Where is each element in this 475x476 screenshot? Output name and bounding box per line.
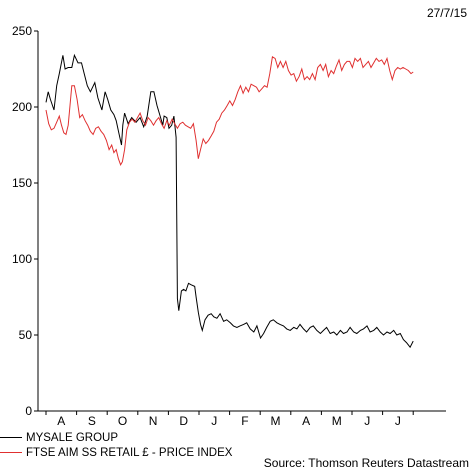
y-tick-label: 50 <box>19 328 33 342</box>
x-tick-label: D <box>179 414 188 428</box>
x-tick-label: N <box>149 414 158 428</box>
x-tick-label: S <box>88 414 96 428</box>
legend-label-mysale: MYSALE GROUP <box>26 431 119 444</box>
legend-swatch-ftse <box>0 452 22 453</box>
legend-item-mysale: MYSALE GROUP <box>0 430 232 445</box>
source-label: Source: Thomson Reuters Datastream <box>263 456 469 470</box>
x-tick-label: J <box>211 414 217 428</box>
y-tick-label: 0 <box>25 404 32 418</box>
series-lines <box>45 53 414 349</box>
x-tick-label: O <box>118 414 127 428</box>
series-line-1 <box>45 55 414 166</box>
x-tick-label: A <box>302 414 310 428</box>
legend-swatch-mysale <box>0 437 22 438</box>
series-line-0 <box>45 53 414 349</box>
x-tick-label: J <box>395 414 401 428</box>
y-tick-label: 200 <box>12 100 32 114</box>
x-tick-label: M <box>271 414 281 428</box>
y-axis-ticks: 0 50 100 150 200 250 <box>12 24 38 418</box>
x-tick-label: M <box>332 414 342 428</box>
x-tick-label: F <box>241 414 248 428</box>
legend: MYSALE GROUP FTSE AIM SS RETAIL £ - PRIC… <box>0 430 232 460</box>
chart-axes <box>37 31 446 412</box>
legend-label-ftse: FTSE AIM SS RETAIL £ - PRICE INDEX <box>26 446 233 459</box>
legend-item-ftse: FTSE AIM SS RETAIL £ - PRICE INDEX <box>0 445 232 460</box>
x-tick-label: J <box>364 414 370 428</box>
date-label: 27/7/15 <box>426 6 467 20</box>
x-tick-label: A <box>57 414 65 428</box>
y-tick-label: 100 <box>12 252 32 266</box>
y-tick-label: 150 <box>12 176 32 190</box>
y-tick-label: 250 <box>12 24 32 38</box>
